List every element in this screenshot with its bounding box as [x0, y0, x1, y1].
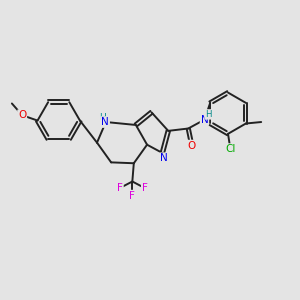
Text: Cl: Cl — [225, 144, 236, 154]
Text: O: O — [18, 110, 26, 120]
Text: F: F — [142, 183, 148, 193]
Text: O: O — [188, 141, 196, 151]
Text: H: H — [205, 110, 212, 119]
Text: F: F — [129, 190, 135, 201]
Text: N: N — [201, 115, 208, 125]
Text: H: H — [99, 113, 106, 122]
Text: N: N — [101, 117, 109, 127]
Text: N: N — [160, 153, 168, 163]
Text: F: F — [117, 183, 123, 193]
